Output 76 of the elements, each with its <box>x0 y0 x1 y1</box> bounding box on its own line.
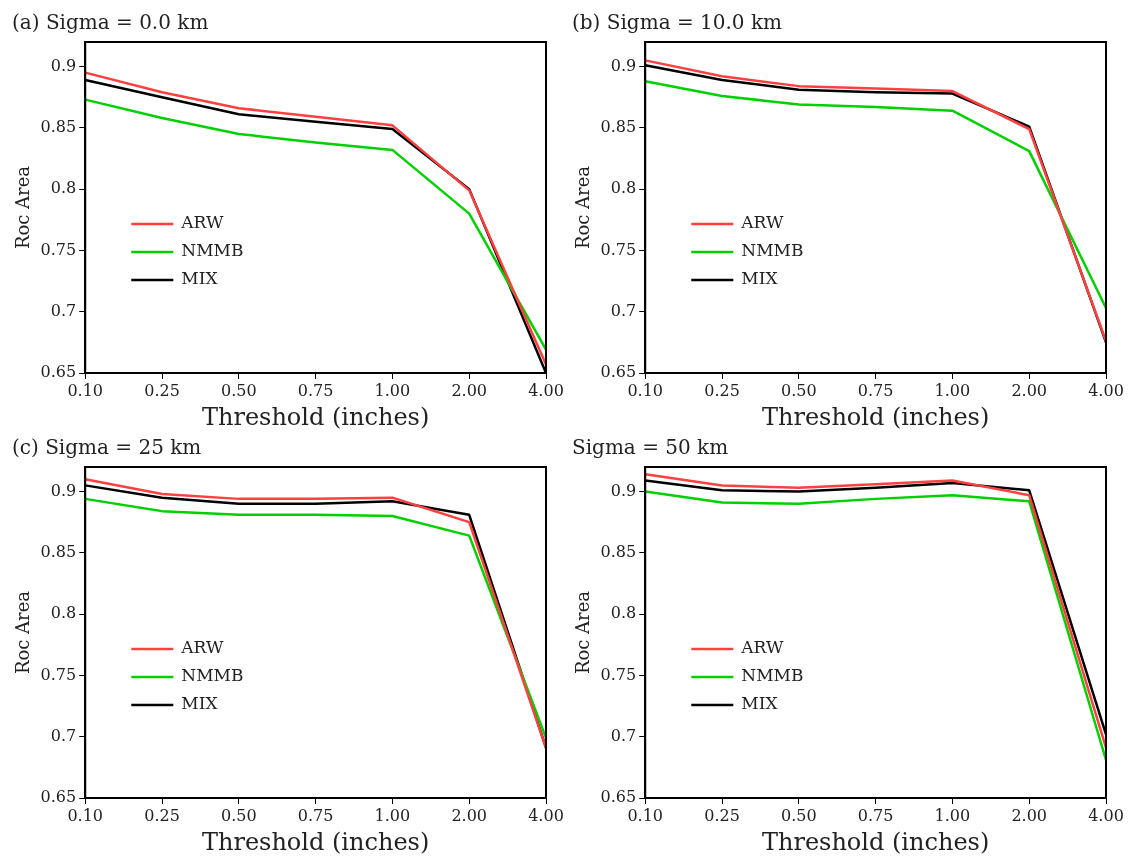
y-tick-label: 0.75 <box>40 664 77 684</box>
x-tick-label: 0.50 <box>221 805 257 825</box>
y-tick-label: 0.8 <box>50 178 77 198</box>
legend-label: ARW <box>180 212 225 233</box>
x-tick-label: 0.50 <box>781 380 817 400</box>
x-tick-label: 0.75 <box>857 380 894 400</box>
legend-label: ARW <box>180 637 225 658</box>
x-axis-title: Threshold (inches) <box>761 827 990 856</box>
x-tick-label: 4.00 <box>528 805 564 825</box>
y-tick-label: 0.7 <box>610 300 637 320</box>
x-tick-label: 0.10 <box>627 805 664 825</box>
y-tick-label: 0.65 <box>40 787 77 807</box>
legend-label: ARW <box>740 212 785 233</box>
y-tick-label: 0.7 <box>50 300 77 320</box>
x-tick-label: 0.75 <box>857 805 894 825</box>
x-tick-label: 0.75 <box>297 805 334 825</box>
y-tick-label: 0.7 <box>50 725 77 745</box>
y-tick-label: 0.9 <box>50 480 77 500</box>
y-tick-label: 0.7 <box>610 725 637 745</box>
legend-label: MIX <box>741 268 779 289</box>
y-tick-label: 0.85 <box>600 116 637 136</box>
x-tick-label: 2.00 <box>451 805 488 825</box>
legend-label: NMMB <box>741 240 804 261</box>
y-tick-label: 0.9 <box>50 55 77 75</box>
y-axis-title: Roc Area <box>572 590 594 675</box>
y-axis-title: Roc Area <box>572 165 594 250</box>
x-tick-label: 0.25 <box>144 805 180 825</box>
y-tick-label: 0.85 <box>40 116 77 136</box>
x-tick-label: 0.10 <box>67 380 104 400</box>
y-tick-label: 0.75 <box>600 239 637 259</box>
y-tick-label: 0.9 <box>610 480 637 500</box>
x-tick-label: 2.00 <box>1011 380 1048 400</box>
legend-label: NMMB <box>181 240 244 261</box>
x-tick-label: 1.00 <box>374 805 411 825</box>
x-tick-label: 2.00 <box>1011 805 1048 825</box>
chart-title: Sigma = 50 km <box>572 435 729 460</box>
x-tick-label: 0.50 <box>781 805 817 825</box>
y-axis-title: Roc Area <box>12 165 34 250</box>
y-tick-label: 0.65 <box>40 362 77 382</box>
y-tick-label: 0.8 <box>610 603 637 623</box>
legend-label: ARW <box>740 637 785 658</box>
x-tick-label: 4.00 <box>1088 380 1124 400</box>
y-tick-label: 0.8 <box>610 178 637 198</box>
x-tick-label: 0.75 <box>297 380 334 400</box>
y-tick-label: 0.85 <box>40 541 77 561</box>
legend-label: NMMB <box>741 665 804 686</box>
chart-title: (c) Sigma = 25 km <box>12 435 202 460</box>
x-tick-label: 0.50 <box>221 380 257 400</box>
x-axis-title: Threshold (inches) <box>761 402 990 431</box>
x-tick-label: 1.00 <box>934 805 971 825</box>
x-tick-label: 0.25 <box>704 805 740 825</box>
y-tick-label: 0.65 <box>600 787 637 807</box>
x-tick-label: 4.00 <box>1088 805 1124 825</box>
x-tick-label: 4.00 <box>528 380 564 400</box>
chart-title: (b) Sigma = 10.0 km <box>572 10 783 35</box>
x-tick-label: 0.25 <box>704 380 740 400</box>
x-tick-label: 1.00 <box>374 380 411 400</box>
x-tick-label: 2.00 <box>451 380 488 400</box>
y-axis-title: Roc Area <box>12 590 34 675</box>
legend-label: MIX <box>181 693 219 714</box>
legend-label: NMMB <box>181 665 244 686</box>
legend-label: MIX <box>181 268 219 289</box>
x-tick-label: 0.25 <box>144 380 180 400</box>
y-tick-label: 0.65 <box>600 362 637 382</box>
y-tick-label: 0.9 <box>610 55 637 75</box>
x-tick-label: 0.10 <box>627 380 664 400</box>
x-axis-title: Threshold (inches) <box>201 402 430 431</box>
y-tick-label: 0.8 <box>50 603 77 623</box>
x-tick-label: 1.00 <box>934 380 971 400</box>
legend-label: MIX <box>741 693 779 714</box>
chart-title: (a) Sigma = 0.0 km <box>12 10 209 35</box>
y-tick-label: 0.75 <box>600 664 637 684</box>
y-tick-label: 0.75 <box>40 239 77 259</box>
x-tick-label: 0.10 <box>67 805 104 825</box>
y-tick-label: 0.85 <box>600 541 637 561</box>
x-axis-title: Threshold (inches) <box>201 827 430 856</box>
